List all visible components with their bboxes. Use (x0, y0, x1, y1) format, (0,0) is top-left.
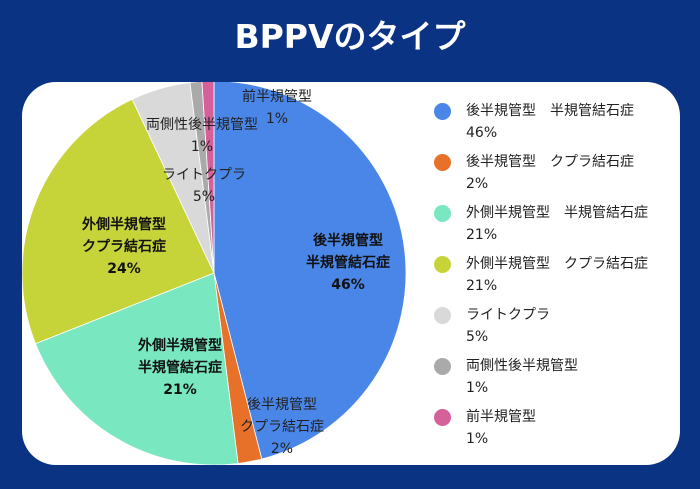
slice-label-value: 46% (331, 277, 365, 293)
slice-label-text: ライトクプラ (162, 167, 246, 183)
legend-label: 両側性後半規管型 (466, 358, 578, 374)
slice-label-text: クプラ結石症 (240, 419, 324, 435)
slice-label-value: 1% (190, 139, 214, 155)
legend-value: 46% (466, 125, 498, 141)
slice-label-text: 半規管結石症 (138, 360, 222, 376)
slice-label-text: 半規管結石症 (306, 255, 390, 271)
slice-label-value: 2% (270, 441, 294, 457)
slice-label-text: 前半規管型 (242, 89, 312, 105)
pie-chart (22, 82, 407, 465)
pie-slice (22, 98, 215, 345)
slice-label: 前半規管型 1% (242, 86, 312, 130)
chart-title: BPPVのタイプ (234, 17, 466, 56)
slice-label-text: 後半規管型 (247, 397, 317, 413)
legend-value: 1% (466, 431, 489, 447)
slice-label: 外側半規管型 半規管結石症 21% (138, 335, 222, 401)
legend-text: 後半規管型 半規管結石症 46% (466, 100, 634, 144)
pie-slice (34, 272, 239, 465)
slice-label: 外側半規管型 クプラ結石症 24% (82, 214, 166, 280)
slice-label: 後半規管型クプラ結石症 2% (240, 394, 324, 460)
legend-text: 両側性後半規管型 1% (466, 355, 578, 399)
legend-value: 21% (466, 227, 498, 243)
legend-swatch (434, 409, 451, 426)
slice-label: ライトクプラ 5% (162, 164, 246, 208)
slice-label-text: 後半規管型 (313, 233, 383, 249)
slice-label: 後半規管型半規管結石症 46% (306, 230, 390, 296)
slice-label-value: 1% (265, 111, 289, 127)
slice-label-text: 外側半規管型 (82, 217, 166, 233)
legend-swatch (434, 358, 451, 375)
chart-card: 後半規管型 半規管結石症 46% 後半規管型 クプラ結石症 2% 外側半規管型 半規管結石症 2… (22, 82, 680, 465)
pie-slice (189, 82, 215, 274)
legend-text: 後半規管型 クプラ結石症 2% (466, 151, 634, 195)
slice-label-text: クプラ結石症 (82, 239, 166, 255)
legend-label: 後半規管型 半規管結石症 (466, 103, 634, 119)
legend-text: 外側半規管型 クプラ結石症 21% (466, 253, 648, 297)
legend-swatch (434, 205, 451, 222)
legend-text: ライトクプラ 5% (466, 304, 550, 348)
legend-label: 前半規管型 (466, 409, 536, 425)
slice-label-value: 21% (163, 382, 197, 398)
legend-value: 5% (466, 329, 489, 345)
pie-slice (201, 82, 215, 274)
slice-label: 両側性後半規管型 1% (146, 114, 258, 158)
legend-swatch (434, 103, 451, 120)
legend-text: 外側半規管型 半規管結石症 21% (466, 202, 648, 246)
legend-value: 2% (466, 176, 489, 192)
slice-label-text: 両側性後半規管型 (146, 117, 258, 133)
legend-swatch (434, 154, 451, 171)
legend-text: 前半規管型 1% (466, 406, 536, 450)
pie-slice (213, 82, 407, 460)
legend-value: 21% (466, 278, 498, 294)
slice-label-text: 外側半規管型 (138, 338, 222, 354)
legend-label: 外側半規管型 クプラ結石症 (466, 256, 648, 272)
slice-label-value: 5% (192, 189, 216, 205)
legend-label: 外側半規管型 半規管結石症 (466, 205, 648, 221)
legend-value: 1% (466, 380, 489, 396)
legend-swatch (434, 256, 451, 273)
legend-label: 後半規管型 クプラ結石症 (466, 154, 634, 170)
legend-swatch (434, 307, 451, 324)
slice-label-value: 24% (107, 261, 141, 277)
legend-label: ライトクプラ (466, 307, 550, 323)
